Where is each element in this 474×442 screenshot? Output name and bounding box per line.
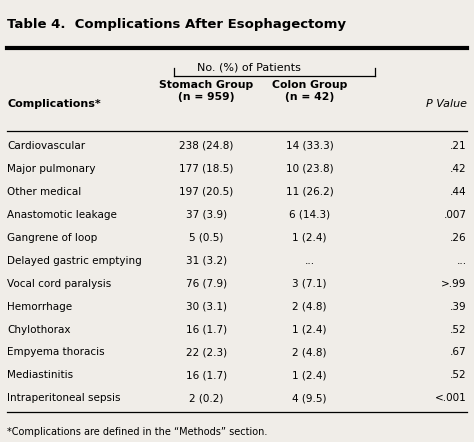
Text: P Value: P Value (426, 99, 466, 110)
Text: .39: .39 (450, 301, 466, 312)
Text: 76 (7.9): 76 (7.9) (186, 278, 227, 289)
Text: Chylothorax: Chylothorax (8, 324, 71, 335)
Text: .44: .44 (450, 187, 466, 197)
Text: 22 (2.3): 22 (2.3) (186, 347, 227, 358)
Text: 3 (7.1): 3 (7.1) (292, 278, 327, 289)
Text: 238 (24.8): 238 (24.8) (179, 141, 234, 151)
Text: 14 (33.3): 14 (33.3) (286, 141, 334, 151)
Text: 2 (4.8): 2 (4.8) (292, 347, 327, 358)
Text: .52: .52 (450, 370, 466, 381)
Text: Anastomotic leakage: Anastomotic leakage (8, 210, 118, 220)
Text: 1 (2.4): 1 (2.4) (292, 324, 327, 335)
Text: Hemorrhage: Hemorrhage (8, 301, 73, 312)
Text: 16 (1.7): 16 (1.7) (186, 370, 227, 381)
Text: 197 (20.5): 197 (20.5) (180, 187, 234, 197)
Text: Vocal cord paralysis: Vocal cord paralysis (8, 278, 112, 289)
Text: >.99: >.99 (441, 278, 466, 289)
Text: .007: .007 (444, 210, 466, 220)
Text: Intraperitoneal sepsis: Intraperitoneal sepsis (8, 393, 121, 404)
Text: Gangrene of loop: Gangrene of loop (8, 232, 98, 243)
Text: 16 (1.7): 16 (1.7) (186, 324, 227, 335)
Text: ...: ... (305, 255, 315, 266)
Text: 30 (3.1): 30 (3.1) (186, 301, 227, 312)
Text: .42: .42 (450, 164, 466, 174)
Text: ...: ... (456, 255, 466, 266)
Text: 31 (3.2): 31 (3.2) (186, 255, 227, 266)
Text: <.001: <.001 (435, 393, 466, 404)
Text: 11 (26.2): 11 (26.2) (286, 187, 334, 197)
Text: 6 (14.3): 6 (14.3) (289, 210, 330, 220)
Text: 1 (2.4): 1 (2.4) (292, 370, 327, 381)
Text: .52: .52 (450, 324, 466, 335)
Text: .67: .67 (450, 347, 466, 358)
Text: 177 (18.5): 177 (18.5) (179, 164, 234, 174)
Text: Empyema thoracis: Empyema thoracis (8, 347, 105, 358)
Text: Mediastinitis: Mediastinitis (8, 370, 73, 381)
Text: 2 (0.2): 2 (0.2) (190, 393, 224, 404)
Text: 37 (3.9): 37 (3.9) (186, 210, 227, 220)
Text: Complications*: Complications* (8, 99, 101, 110)
Text: Table 4.  Complications After Esophagectomy: Table 4. Complications After Esophagecto… (8, 18, 346, 31)
Text: Cardiovascular: Cardiovascular (8, 141, 86, 151)
Text: .21: .21 (450, 141, 466, 151)
Text: 10 (23.8): 10 (23.8) (286, 164, 333, 174)
Text: 1 (2.4): 1 (2.4) (292, 232, 327, 243)
Text: *Complications are defined in the “Methods” section.: *Complications are defined in the “Metho… (8, 427, 268, 437)
Text: 2 (4.8): 2 (4.8) (292, 301, 327, 312)
Text: Colon Group
(n = 42): Colon Group (n = 42) (272, 80, 347, 102)
Text: .26: .26 (450, 232, 466, 243)
Text: 4 (9.5): 4 (9.5) (292, 393, 327, 404)
Text: No. (%) of Patients: No. (%) of Patients (197, 63, 301, 72)
Text: Delayed gastric emptying: Delayed gastric emptying (8, 255, 142, 266)
Text: Other medical: Other medical (8, 187, 82, 197)
Text: Stomach Group
(n = 959): Stomach Group (n = 959) (159, 80, 254, 102)
Text: Major pulmonary: Major pulmonary (8, 164, 96, 174)
Text: 5 (0.5): 5 (0.5) (190, 232, 224, 243)
